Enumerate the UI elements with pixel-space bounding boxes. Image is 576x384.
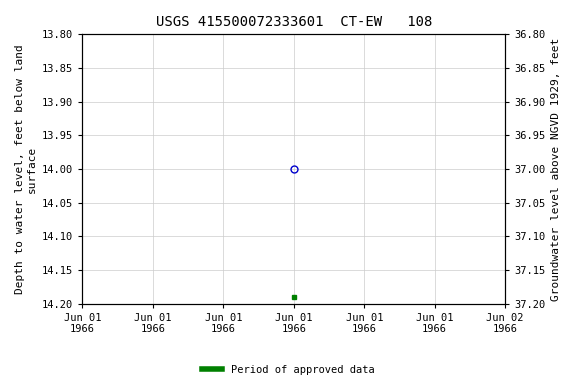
Legend: Period of approved data: Period of approved data: [198, 361, 378, 379]
Title: USGS 415500072333601  CT-EW   108: USGS 415500072333601 CT-EW 108: [156, 15, 432, 29]
Y-axis label: Groundwater level above NGVD 1929, feet: Groundwater level above NGVD 1929, feet: [551, 38, 561, 301]
Y-axis label: Depth to water level, feet below land
surface: Depth to water level, feet below land su…: [15, 44, 37, 294]
